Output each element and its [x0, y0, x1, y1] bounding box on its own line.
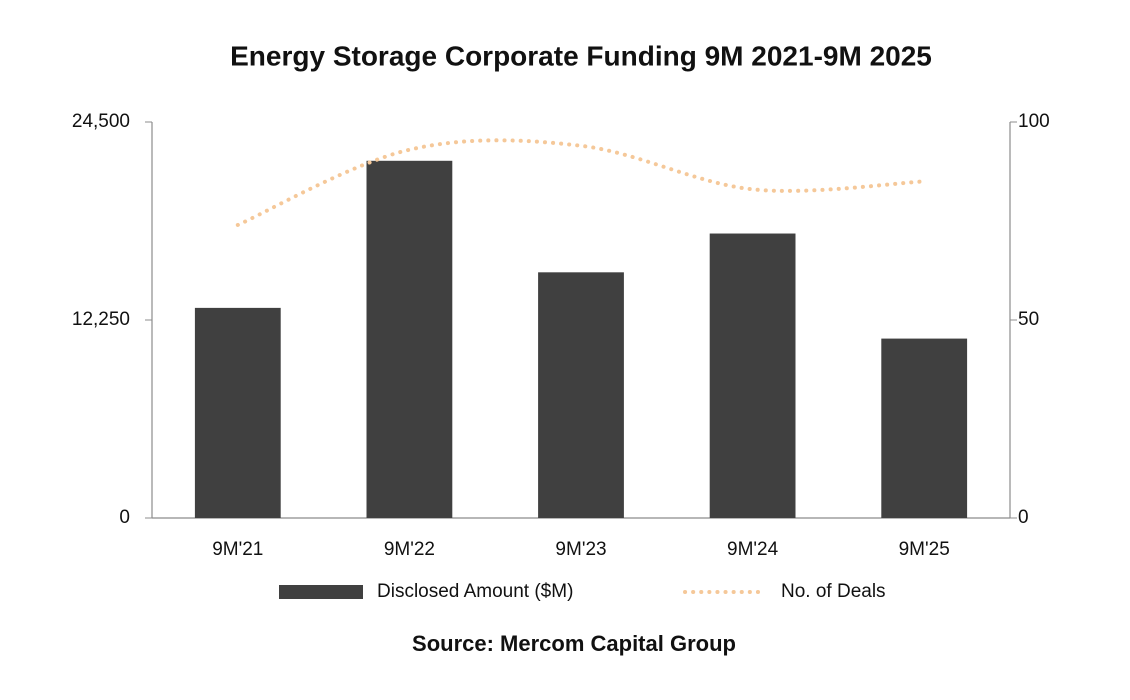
bar: [881, 338, 968, 518]
bar: [194, 307, 281, 518]
y-tick-label: 12,250: [72, 309, 130, 330]
x-tick-label: 9M'23: [555, 539, 606, 560]
bar: [709, 233, 796, 518]
y-tick-label: 24,500: [72, 111, 130, 132]
bar: [538, 272, 624, 518]
y-tick-label: 0: [119, 507, 130, 528]
x-tick-label: 9M'21: [212, 539, 263, 560]
source-note: Source: Mercom Capital Group: [412, 631, 736, 656]
y2-tick-label: 100: [1018, 111, 1050, 132]
legend-label: Disclosed Amount ($M): [377, 581, 573, 602]
x-tick-label: 9M'24: [727, 539, 779, 560]
legend-swatch: [279, 585, 363, 599]
chart-title: Energy Storage Corporate Funding 9M 2021…: [230, 40, 932, 71]
x-tick-label: 9M'22: [384, 539, 435, 560]
x-tick-label: 9M'25: [899, 539, 950, 560]
y2-tick-label: 0: [1018, 507, 1029, 528]
legend-label: No. of Deals: [781, 581, 886, 602]
y2-tick-label: 50: [1018, 309, 1039, 330]
bar: [366, 160, 453, 518]
line: [235, 138, 927, 227]
